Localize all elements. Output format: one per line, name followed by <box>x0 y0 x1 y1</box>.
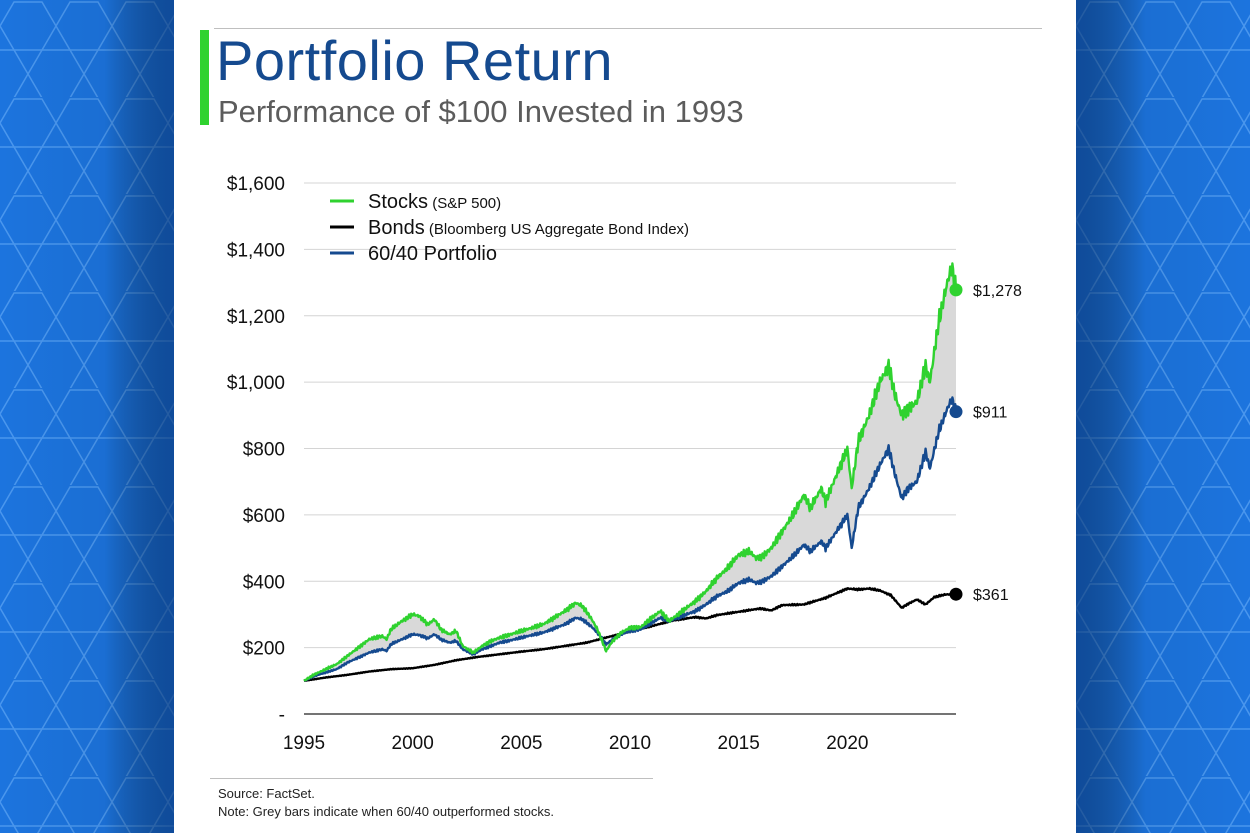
y-tick-label: - <box>279 705 285 726</box>
legend-item-bonds: Bonds (Bloomberg US Aggregate Bond Index… <box>368 217 689 239</box>
title-accent-bar <box>200 30 209 125</box>
legend-item-stocks: Stocks (S&P 500) <box>368 191 501 213</box>
y-tick-label: $1,600 <box>227 174 285 195</box>
footnote: Note: Grey bars indicate when 60/40 outp… <box>218 804 555 819</box>
series-line-stocks <box>303 262 958 682</box>
right-hex-background <box>1076 0 1250 833</box>
end-label-stocks: $1,278 <box>973 283 1022 300</box>
end-label-bonds: $361 <box>973 587 1009 604</box>
line-chart: - $200 $400 $600 $800 $1,000 $1,200 $1,400 $1,60… <box>227 174 1022 754</box>
x-tick-label: 2015 <box>718 733 760 754</box>
x-tick-label: 2000 <box>392 733 434 754</box>
y-tick-label: $1,000 <box>227 373 285 394</box>
chart-subtitle: Performance of $100 Invested in 1993 <box>218 94 744 129</box>
y-tick-label: $200 <box>243 639 285 660</box>
source-divider <box>210 778 653 779</box>
hexagon-pattern-left <box>0 0 174 833</box>
y-tick-label: $1,400 <box>227 240 285 261</box>
source-note: Source: FactSet. <box>218 786 315 801</box>
y-tick-label: $800 <box>243 440 285 461</box>
end-marker-bonds <box>949 587 963 601</box>
hexagon-pattern-right <box>1076 0 1250 833</box>
x-tick-label: 2020 <box>826 733 868 754</box>
top-divider <box>214 28 1042 29</box>
chart-card: Portfolio Return Performance of $100 Inv… <box>174 0 1076 833</box>
end-label-portfolio: $911 <box>973 405 1008 422</box>
outperformance-fill <box>304 265 956 681</box>
end-marker-portfolio <box>949 405 963 419</box>
series-line-portfolio <box>303 396 958 682</box>
chart-title: Portfolio Return <box>216 29 614 92</box>
y-tick-label: $1,200 <box>227 307 285 328</box>
legend-item-portfolio: 60/40 Portfolio <box>368 243 497 265</box>
x-tick-label: 2010 <box>609 733 651 754</box>
y-tick-label: $400 <box>243 572 285 593</box>
x-tick-label: 1995 <box>283 733 325 754</box>
end-marker-stocks <box>949 283 963 297</box>
x-tick-label: 2005 <box>500 733 542 754</box>
y-tick-label: $600 <box>243 506 285 527</box>
left-hex-background <box>0 0 174 833</box>
